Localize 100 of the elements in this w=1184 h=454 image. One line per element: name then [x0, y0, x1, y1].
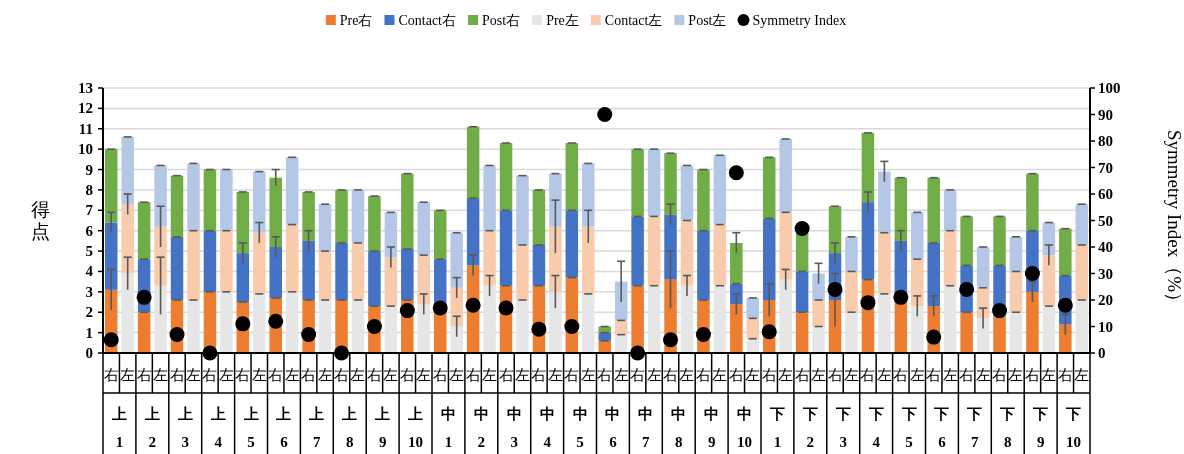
- x-tick-label: 左: [811, 367, 827, 383]
- x-tick-label: 左: [646, 367, 662, 383]
- text: 中 6: [605, 406, 621, 450]
- y-axis-title: 得点: [30, 198, 50, 242]
- x-tick-label: 右: [860, 367, 876, 383]
- x-tick-label: 左: [449, 367, 465, 383]
- x-tick-label: 左: [514, 367, 530, 383]
- legend-label: Symmetry Index: [752, 13, 847, 28]
- text: 中 4: [539, 406, 555, 450]
- x-tick-label: 右: [366, 367, 382, 383]
- legend-label: Contact右: [398, 13, 457, 28]
- text: 中 9: [704, 406, 720, 450]
- x-tick-label: 左: [909, 367, 925, 383]
- legend-label: Pre右: [339, 13, 373, 28]
- text: 上 6: [275, 406, 292, 450]
- x-tick-label: 左: [251, 367, 267, 383]
- x-tick-label: 左: [679, 367, 695, 383]
- x-tick-label: 右: [1057, 367, 1073, 383]
- y2-tick-label: 20: [1098, 292, 1113, 308]
- x-tick-label: 右: [136, 367, 152, 383]
- text: 下 7: [966, 406, 983, 450]
- x-tick-label: 左: [482, 367, 498, 383]
- x-tick-label: 左: [218, 367, 234, 383]
- text: 上 2: [143, 406, 160, 450]
- text: 上 3: [176, 406, 193, 450]
- x-tick-label: 右: [432, 367, 448, 383]
- y-tick-label: 13: [78, 80, 93, 96]
- x-tick-label: 左: [745, 367, 761, 383]
- text: 下 3: [834, 406, 851, 450]
- text: 下 5: [900, 406, 917, 450]
- x-tick-label: 左: [416, 367, 432, 383]
- y-tick-label: 1: [85, 324, 93, 341]
- x-tick-label: 右: [531, 367, 547, 383]
- legend-label: Post左: [688, 13, 727, 28]
- text: 上 8: [341, 406, 358, 450]
- text: 中 3: [506, 406, 522, 450]
- x-tick-label: 右: [399, 367, 415, 383]
- y2-tick-label: 70: [1098, 159, 1113, 176]
- y-tick-label: 4: [85, 263, 94, 280]
- x-tick-label: 右: [761, 367, 777, 383]
- x-tick-label: 右: [202, 367, 218, 383]
- x-tick-label: 左: [975, 367, 991, 383]
- x-tick-label: 左: [1074, 367, 1090, 383]
- text: 中 1: [440, 406, 456, 450]
- y2-tick-label: 50: [1098, 212, 1113, 229]
- text: 上 9: [374, 406, 391, 450]
- x-tick-label: 右: [498, 367, 514, 383]
- y-tick-label: 5: [85, 243, 93, 260]
- x-tick-label: 右: [893, 367, 909, 383]
- x-tick-label: 左: [712, 367, 728, 383]
- y-tick-label: 11: [78, 120, 93, 137]
- x-tick-label: 右: [564, 367, 580, 383]
- x-tick-label: 左: [843, 367, 859, 383]
- x-tick-label: 左: [120, 367, 136, 383]
- x-tick-label: 右: [597, 367, 613, 383]
- x-tick-label: 右: [334, 367, 350, 383]
- x-tick-label: 右: [630, 367, 646, 383]
- y2-tick-label: 40: [1098, 239, 1113, 255]
- legend-label: Pre左: [546, 13, 579, 28]
- text: 上 1: [110, 406, 127, 450]
- text: 上 5: [242, 406, 259, 450]
- x-tick-label: 左: [383, 367, 399, 383]
- y2-tick-label: 100: [1098, 80, 1121, 96]
- x-tick-label: 右: [1024, 367, 1040, 383]
- y2-tick-label: 60: [1098, 186, 1113, 202]
- text: 中 5: [572, 406, 588, 450]
- x-tick-label: 右: [663, 367, 679, 383]
- text: 下 1: [768, 406, 785, 450]
- x-tick-label: 右: [926, 367, 942, 383]
- text: 下 2: [801, 406, 818, 450]
- x-tick-label: 右: [465, 367, 481, 383]
- x-tick-label: 右: [103, 367, 119, 383]
- y-tick-label: 0: [85, 345, 93, 361]
- y2-tick-label: 0: [1098, 345, 1106, 361]
- x-tick-label: 左: [1041, 367, 1057, 383]
- x-tick-label: 左: [778, 367, 794, 383]
- x-tick-label: 右: [794, 367, 810, 383]
- x-tick-label: 右: [169, 367, 185, 383]
- y2-tick-label: 10: [1098, 318, 1113, 335]
- y-tick-label: 9: [85, 161, 93, 178]
- text: 上 7: [308, 406, 325, 450]
- y-tick-label: 7: [85, 202, 94, 219]
- x-tick-label: 左: [942, 367, 958, 383]
- x-tick-label: 左: [317, 367, 333, 383]
- text: 下 10: [1065, 406, 1082, 450]
- y-tick-label: 8: [85, 181, 93, 198]
- x-tick-label: 右: [268, 367, 284, 383]
- legend-label: Post右: [482, 13, 521, 28]
- text: 上 4: [209, 406, 226, 450]
- text: 中 10: [737, 406, 753, 450]
- y2-axis-title: Symmetry Index（%）: [1164, 129, 1184, 312]
- y-tick-label: 12: [78, 100, 93, 117]
- x-tick-label: 右: [235, 367, 251, 383]
- y2-tick-label: 90: [1098, 106, 1113, 123]
- x-tick-label: 右: [301, 367, 317, 383]
- y-tick-label: 2: [85, 304, 93, 321]
- x-tick-label: 右: [728, 367, 744, 383]
- legend-label: Contact左: [604, 13, 663, 28]
- x-tick-label: 左: [876, 367, 892, 383]
- y2-tick-label: 30: [1098, 265, 1113, 282]
